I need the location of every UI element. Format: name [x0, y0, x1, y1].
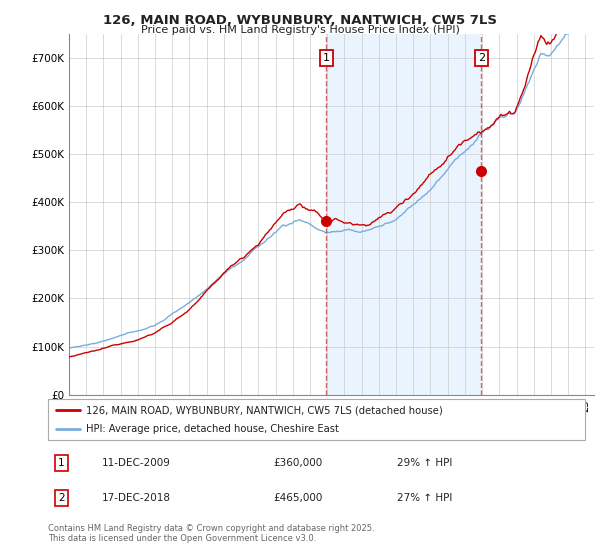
Text: 27% ↑ HPI: 27% ↑ HPI: [397, 493, 452, 503]
Bar: [326, 34, 481, 395]
Text: £465,000: £465,000: [274, 493, 323, 503]
Text: 1: 1: [323, 53, 330, 63]
Text: 2: 2: [58, 493, 65, 503]
Text: Price paid vs. HM Land Registry's House Price Index (HPI): Price paid vs. HM Land Registry's House …: [140, 25, 460, 35]
Text: 126, MAIN ROAD, WYBUNBURY, NANTWICH, CW5 7LS: 126, MAIN ROAD, WYBUNBURY, NANTWICH, CW5…: [103, 14, 497, 27]
Text: 11-DEC-2009: 11-DEC-2009: [102, 459, 170, 468]
FancyBboxPatch shape: [48, 399, 585, 440]
Text: 29% ↑ HPI: 29% ↑ HPI: [397, 459, 452, 468]
Text: 1: 1: [58, 459, 65, 468]
Text: £360,000: £360,000: [274, 459, 323, 468]
Text: 126, MAIN ROAD, WYBUNBURY, NANTWICH, CW5 7LS (detached house): 126, MAIN ROAD, WYBUNBURY, NANTWICH, CW5…: [86, 405, 442, 415]
Text: 2: 2: [478, 53, 485, 63]
Text: HPI: Average price, detached house, Cheshire East: HPI: Average price, detached house, Ches…: [86, 424, 338, 433]
Text: Contains HM Land Registry data © Crown copyright and database right 2025.
This d: Contains HM Land Registry data © Crown c…: [48, 524, 374, 543]
Text: 17-DEC-2018: 17-DEC-2018: [102, 493, 170, 503]
